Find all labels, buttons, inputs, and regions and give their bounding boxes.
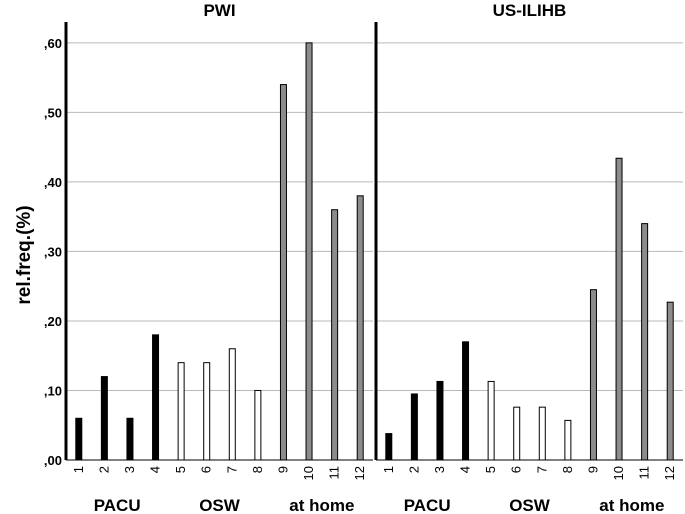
bar [564,419,572,461]
y-tick-label: ,10 [44,383,62,398]
y-tick-label: ,20 [44,314,62,329]
x-tick-label: 12 [352,466,367,480]
x-tick-label: 11 [637,466,652,480]
x-tick-label: 7 [534,466,549,473]
x-tick-label: 8 [250,466,265,473]
panel-title: PWI [203,1,235,20]
y-tick-label: ,40 [44,175,62,190]
bar [513,406,521,461]
x-tick-label: 5 [483,466,498,473]
x-tick-label: 1 [71,466,86,473]
y-tick-label: ,60 [44,36,62,51]
x-tick-label: 5 [173,466,188,473]
x-tick-label: 9 [275,466,290,473]
y-tick-label: ,50 [44,105,62,120]
bar [228,348,236,461]
panel-title: US-ILIHB [493,1,567,20]
bar [279,84,287,461]
y-axis-label: rel.freq.(%) [14,205,35,304]
bar [410,393,418,461]
x-tick-label: 3 [432,466,447,473]
bar [75,417,83,461]
group-label: OSW [509,496,551,514]
x-tick-label: 1 [381,466,396,473]
y-tick-label: ,00 [44,453,62,468]
bar [589,289,597,461]
bar [177,362,185,461]
bar [356,195,364,461]
group-label: at home [599,496,664,514]
x-tick-label: 2 [96,466,111,473]
bar [666,301,674,461]
bar [126,417,134,461]
y-tick-label: ,30 [44,244,62,259]
group-label: OSW [199,496,241,514]
group-label: PACU [404,496,451,514]
x-tick-label: 12 [662,466,677,480]
bar [436,380,444,461]
x-tick-label: 6 [199,466,214,473]
x-tick-label: 3 [122,466,137,473]
x-tick-label: 6 [509,466,524,473]
bar [203,362,211,461]
bar [385,433,393,461]
x-tick-label: 4 [148,466,163,473]
x-tick-label: 10 [611,466,626,480]
bar [641,223,649,461]
bar [538,406,546,461]
x-tick-label: 4 [458,466,473,473]
bar [331,209,339,461]
x-tick-label: 7 [224,466,239,473]
x-tick-label: 2 [406,466,421,473]
x-tick-label: 10 [301,466,316,480]
bar [615,157,623,461]
group-label: PACU [94,496,141,514]
bar [487,380,495,461]
x-tick-label: 8 [560,466,575,473]
bar [462,341,470,461]
bar [305,42,313,461]
x-tick-label: 9 [585,466,600,473]
group-label: at home [289,496,354,514]
x-tick-label: 11 [327,466,342,480]
bar [152,334,160,461]
bar [100,376,108,461]
bar [254,389,262,461]
